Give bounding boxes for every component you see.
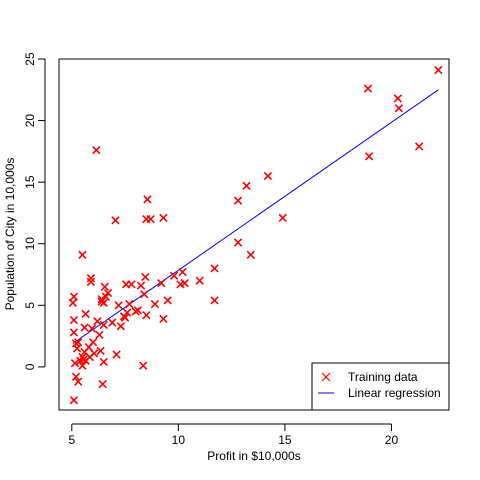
data-point: [103, 288, 113, 298]
data-point: [100, 282, 109, 292]
data-point: [157, 278, 166, 288]
data-point: [78, 361, 87, 370]
data-point: [210, 264, 219, 273]
data-point: [178, 267, 187, 277]
data-point: [364, 152, 374, 161]
data-point: [87, 324, 97, 333]
data-point: [72, 344, 82, 353]
data-point: [159, 314, 168, 324]
data-point: [140, 290, 149, 299]
y-tick-label: 10: [23, 237, 37, 251]
data-point: [69, 315, 79, 325]
y-tick-label: 15: [23, 175, 37, 189]
y-axis-title: Population of City in 10,000s: [3, 158, 17, 311]
data-point: [95, 330, 104, 340]
data-point: [92, 145, 101, 155]
y-axis: 0 5 10 15 20 25: [23, 52, 46, 370]
data-point: [74, 377, 83, 386]
x-tick-label: 10: [172, 433, 186, 447]
data-point: [99, 357, 108, 367]
data-point: [116, 322, 125, 331]
data-point: [108, 318, 117, 327]
data-point: [434, 65, 443, 75]
legend-marker-x: [321, 372, 331, 382]
data-point: [139, 361, 148, 370]
x-tick-label: 20: [385, 433, 399, 447]
data-point: [141, 272, 150, 282]
data-point: [146, 214, 155, 224]
data-point: [246, 250, 255, 259]
data-point: [278, 213, 287, 223]
plot-frame: [58, 58, 450, 411]
data-point: [112, 350, 121, 359]
data-point: [111, 216, 120, 225]
data-point: [114, 301, 123, 310]
data-point: [70, 359, 80, 368]
data-point: [159, 213, 168, 223]
y-tick-label: 5: [23, 302, 37, 309]
data-point: [242, 181, 251, 191]
data-point: [195, 276, 204, 285]
data-point: [150, 299, 160, 309]
x-axis: 5 10 15 20: [68, 423, 399, 447]
data-point: [89, 349, 99, 358]
data-point: [363, 84, 373, 93]
data-point: [233, 238, 243, 247]
data-point: [123, 308, 132, 317]
data-point: [78, 250, 87, 259]
data-point: [98, 379, 107, 389]
data-point: [393, 94, 403, 103]
data-point: [86, 274, 96, 283]
data-point: [414, 142, 424, 151]
training-data-points: [68, 65, 443, 405]
data-point: [69, 395, 79, 405]
data-point: [96, 346, 105, 356]
legend-box: [311, 362, 450, 411]
data-point: [71, 372, 81, 381]
data-point: [169, 271, 179, 280]
data-point: [180, 278, 189, 288]
legend-label-training-data: Training data: [348, 370, 418, 384]
data-point: [143, 195, 152, 204]
data-point: [93, 317, 102, 326]
x-axis-title: Profit in $10,000s: [207, 449, 300, 463]
data-point: [120, 313, 130, 322]
y-tick-label: 25: [23, 52, 37, 66]
data-point: [163, 296, 172, 305]
data-point: [233, 196, 243, 205]
data-point: [263, 171, 273, 181]
x-tick-label: 5: [68, 433, 75, 447]
data-point: [68, 298, 78, 308]
regression-line-layer: [72, 89, 439, 344]
data-point: [142, 311, 151, 320]
y-tick-label: 20: [23, 114, 37, 128]
x-tick-label: 15: [278, 433, 292, 447]
legend: Training data Linear regression: [311, 362, 450, 411]
data-point: [133, 306, 143, 315]
legend-label-linear-regression: Linear regression: [348, 386, 441, 400]
data-point: [80, 323, 89, 332]
data-point: [99, 298, 108, 308]
y-tick-label: 0: [23, 363, 37, 370]
data-point: [136, 281, 146, 290]
data-point: [210, 296, 219, 305]
data-point: [127, 280, 136, 289]
data-point: [69, 328, 79, 337]
regression-line: [72, 89, 439, 344]
data-point: [125, 299, 134, 309]
data-point: [81, 309, 90, 319]
data-point: [394, 104, 404, 113]
data-point: [88, 338, 98, 347]
data-point: [69, 292, 79, 301]
data-point: [99, 320, 108, 330]
